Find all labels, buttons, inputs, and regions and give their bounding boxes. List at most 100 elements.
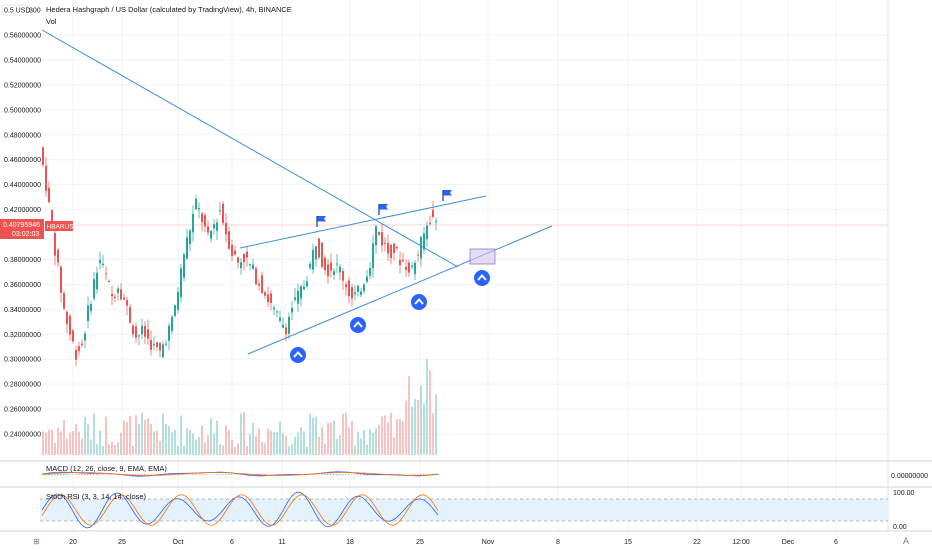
macd-histogram-bar (336, 474, 338, 476)
go-to-date-icon[interactable]: ⊞ (33, 537, 40, 546)
macd-panel[interactable] (41, 471, 440, 477)
flag-icon[interactable] (316, 216, 326, 227)
candle-body (138, 335, 140, 337)
candle-body (201, 213, 203, 223)
macd-histogram-bar (213, 474, 215, 475)
arrow-markers[interactable] (290, 270, 490, 363)
arrow-up-circle-icon[interactable] (290, 347, 306, 363)
candle-body (45, 165, 47, 191)
descending-trendline[interactable] (41, 29, 459, 268)
candle-body (324, 257, 326, 271)
time-tick-label: 25 (416, 539, 424, 546)
macd-histogram-bar (102, 474, 104, 475)
time-tick-label: 12:00 (732, 539, 750, 546)
candle-body (417, 254, 419, 256)
macd-histogram-bar (192, 474, 194, 475)
candle-body (285, 327, 287, 335)
volume-bar (414, 399, 416, 455)
candle-body (162, 344, 164, 358)
volume-bar (114, 444, 116, 455)
volume-bar (165, 423, 167, 455)
volume-bar (363, 429, 365, 455)
macd-histogram-bar (339, 474, 341, 476)
candle-body (318, 238, 320, 258)
volume-bar (147, 417, 149, 455)
candle-body (405, 267, 407, 270)
macd-histogram-bar (87, 474, 89, 476)
symbol-tag (45, 221, 73, 231)
target-box[interactable] (469, 248, 496, 265)
currency-badge[interactable]: 0.5 USD (4, 8, 30, 15)
volume-bars (42, 359, 437, 455)
trendlines[interactable] (41, 29, 553, 355)
volume-bar (273, 431, 275, 455)
flag-icon[interactable] (442, 190, 452, 201)
volume-bar (57, 427, 59, 455)
macd-histogram-bar (141, 474, 143, 476)
arrow-up-circle-icon[interactable] (474, 270, 490, 286)
arrow-up-circle-icon[interactable] (411, 294, 427, 310)
price-tick-label: 0.28000000 (4, 382, 41, 389)
candle-body (372, 243, 374, 269)
volume-bar (357, 431, 359, 455)
macd-histogram-bar (360, 474, 362, 476)
price-axis[interactable]: 0.56000000 0.54000000 0.52000000 0.50000000… (4, 33, 41, 439)
macd-histogram-bar (138, 474, 140, 476)
volume-bar (135, 415, 137, 455)
macd-histogram-bar (96, 474, 98, 475)
candle-body (222, 203, 224, 224)
volume-bar (333, 420, 335, 455)
volume-bar (435, 394, 437, 455)
volume-bar (129, 416, 131, 455)
macd-histogram-bar (228, 474, 230, 475)
macd-histogram-bar (132, 474, 134, 476)
volume-bar (234, 446, 236, 455)
price-tick-label: 0.34000000 (4, 307, 41, 314)
volume-bar (303, 431, 305, 455)
macd-histogram-bar (423, 474, 425, 475)
candle-body (384, 242, 386, 244)
volume-bar (111, 441, 113, 455)
candle-body (243, 253, 245, 262)
volume-bar (432, 413, 434, 455)
volume-bar (264, 443, 266, 455)
candle-body (321, 242, 323, 267)
volume-bar (381, 416, 383, 455)
candle-body (159, 343, 161, 351)
volume-bar (408, 376, 410, 455)
candle-body (144, 325, 146, 337)
a-auto-scale-icon[interactable]: A (903, 536, 909, 546)
volume-bar (429, 370, 431, 455)
stoch-panel[interactable] (41, 491, 439, 529)
volume-bar (267, 428, 269, 455)
candle-body (219, 210, 221, 212)
macd-histogram-bar (426, 474, 428, 475)
volume-bar (174, 430, 176, 455)
lower-support-line[interactable] (247, 225, 553, 355)
arrow-up-circle-icon[interactable] (350, 317, 366, 333)
candle-body (429, 222, 431, 224)
volume-bar (348, 427, 350, 455)
candle-body (69, 316, 71, 335)
candle-body (309, 263, 311, 268)
volume-bar (66, 438, 68, 455)
volume-bar (288, 446, 290, 455)
time-axis[interactable]: 20 25 Oct 6 11 18 25 Nov 8 15 22 12:00 Dec 6 (69, 539, 838, 546)
macd-histogram-bar (420, 474, 422, 475)
candle-body (213, 224, 215, 229)
candle-body (87, 305, 89, 322)
flag-icon[interactable] (378, 204, 388, 215)
flag-markers[interactable] (316, 190, 452, 227)
volume-bar (378, 424, 380, 455)
volume-bar (213, 433, 215, 455)
volume-bar (354, 445, 356, 455)
candle-body (342, 271, 344, 281)
candle-body (291, 307, 293, 313)
macd-histogram-bar (45, 474, 47, 476)
volume-bar (339, 435, 341, 455)
time-tick-label: Nov (482, 539, 495, 546)
candle-body (345, 284, 347, 288)
upper-channel-line[interactable] (239, 195, 487, 249)
macd-histogram-bar (75, 474, 77, 475)
